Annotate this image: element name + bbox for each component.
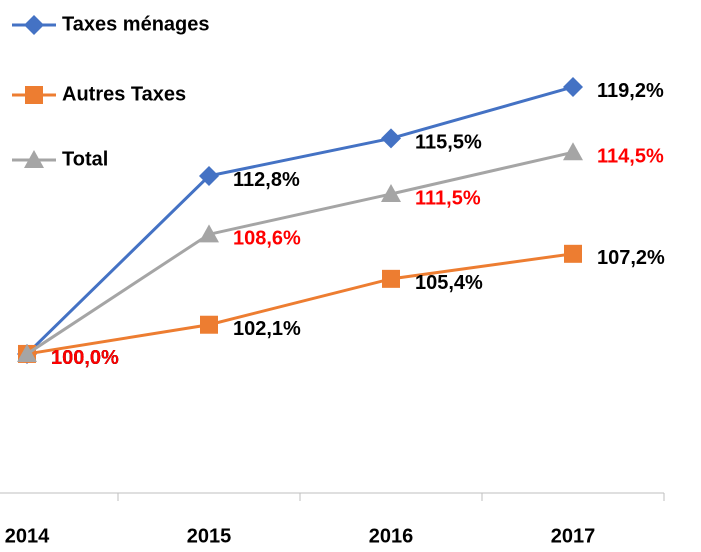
data-label: 100,0% — [51, 347, 119, 369]
data-label: 108,6% — [233, 228, 301, 250]
legend-marker — [24, 150, 44, 168]
legend-marker — [24, 15, 44, 35]
data-label: 112,8% — [233, 169, 300, 191]
data-label: 119,2% — [597, 80, 664, 102]
legend-marker — [25, 86, 43, 104]
x-tick-label: 2017 — [551, 525, 596, 547]
series-line — [26, 252, 574, 356]
data-label: 107,2% — [597, 247, 665, 269]
data-point — [381, 184, 401, 203]
data-point — [563, 142, 583, 161]
x-tick-label: 2014 — [5, 525, 50, 547]
x-tick-label: 2016 — [369, 525, 414, 547]
legend-label: Taxes ménages — [62, 13, 210, 35]
data-point — [199, 224, 219, 243]
legend-label: Total — [62, 148, 108, 170]
data-point — [199, 165, 219, 186]
data-point — [564, 244, 582, 263]
data-label: 111,5% — [415, 187, 481, 209]
data-point — [381, 128, 401, 149]
x-tick-label: 2015 — [187, 525, 232, 547]
data-point — [563, 76, 583, 97]
series-line — [25, 85, 574, 356]
data-label: 115,5% — [415, 132, 482, 154]
data-label: 102,1% — [233, 318, 301, 340]
series-line — [26, 150, 574, 356]
data-label: 100,0% — [51, 347, 119, 369]
data-label: 114,5% — [597, 146, 664, 168]
data-point — [382, 269, 400, 288]
data-point — [200, 315, 218, 334]
data-label: 100,0% — [51, 347, 119, 369]
data-label: 105,4% — [415, 272, 483, 294]
legend-label: Autres Taxes — [62, 83, 186, 105]
data-point — [17, 343, 37, 362]
